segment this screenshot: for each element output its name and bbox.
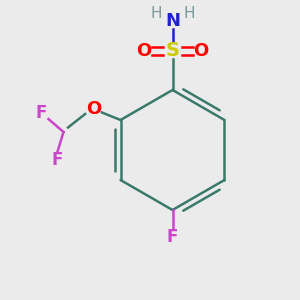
- Text: H: H: [150, 6, 162, 21]
- Text: O: O: [86, 100, 101, 118]
- Text: F: F: [167, 228, 178, 246]
- Text: F: F: [35, 103, 47, 122]
- Text: H: H: [183, 6, 195, 21]
- Text: O: O: [136, 42, 152, 60]
- Text: N: N: [165, 12, 180, 30]
- Text: F: F: [52, 152, 63, 169]
- Text: S: S: [166, 41, 179, 61]
- Text: O: O: [194, 42, 208, 60]
